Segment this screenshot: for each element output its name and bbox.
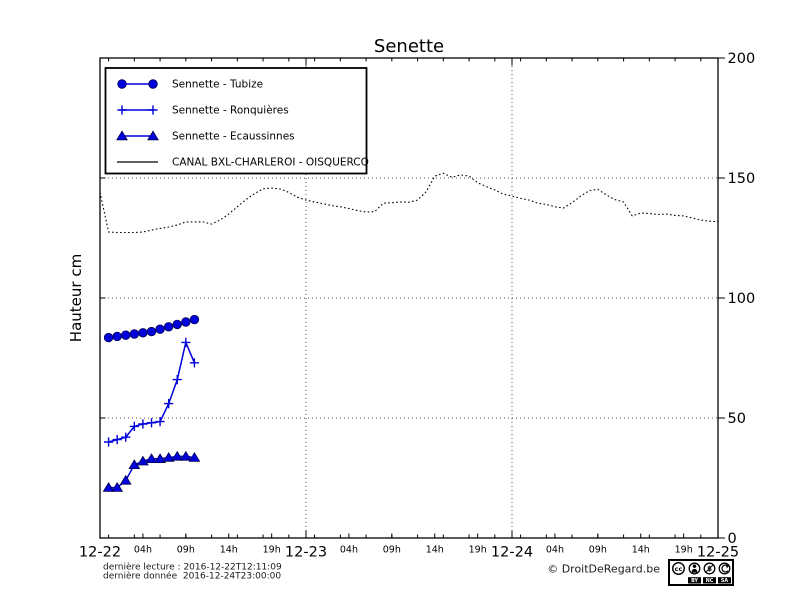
x-hour-label: 14h bbox=[220, 545, 238, 556]
plus-marker-icon bbox=[103, 437, 114, 447]
x-hour-label: 19h bbox=[263, 545, 281, 556]
triangle-marker-icon bbox=[147, 130, 159, 141]
triangle-marker-icon bbox=[179, 450, 192, 461]
cc-license-badge: cc $ BY NC SA bbox=[668, 559, 734, 586]
plus-marker-icon bbox=[146, 418, 157, 428]
series-line-3 bbox=[99, 172, 719, 234]
x-hour-label: 19h bbox=[675, 545, 693, 556]
legend-entry-ronquieres: Sennette - Ronquières bbox=[117, 105, 289, 117]
triangle-marker-icon bbox=[137, 455, 149, 466]
cc-nc-dollar-icon: $ bbox=[703, 562, 716, 575]
cc-by-person-icon bbox=[688, 562, 701, 575]
triangle-marker-icon bbox=[111, 482, 124, 492]
plus-marker-icon bbox=[121, 432, 131, 442]
license-label-sa: SA bbox=[721, 578, 728, 584]
footer-last-read: dernière lecture : 2016-12-22T12:11:09 bbox=[103, 562, 282, 573]
triangle-marker-icon bbox=[128, 459, 141, 470]
circle-marker-icon bbox=[146, 326, 157, 337]
plus-marker-icon bbox=[112, 435, 122, 445]
triangle-marker-icon bbox=[102, 482, 115, 492]
circle-marker-icon bbox=[155, 324, 165, 334]
y-axis-label: Hauteur cm bbox=[67, 254, 85, 342]
plus-marker-icon bbox=[172, 375, 182, 385]
legend-label-canal: CANAL BXL-CHARLEROI - OISQUERCQ bbox=[172, 157, 369, 169]
x-hour-label: 14h bbox=[426, 545, 444, 556]
cc-icon: cc bbox=[671, 561, 686, 576]
plus-marker-icon bbox=[181, 337, 191, 347]
plus-marker-icon bbox=[138, 419, 148, 429]
copyright-text: © DroitDeRegard.be bbox=[547, 563, 660, 576]
legend-entry-canal: CANAL BXL-CHARLEROI - OISQUERCQ bbox=[117, 157, 369, 169]
x-day-label: 12-25 bbox=[697, 545, 739, 561]
y-tick-label: 0 bbox=[728, 531, 737, 547]
circle-marker-icon bbox=[148, 79, 158, 89]
svg-text:cc: cc bbox=[675, 565, 683, 573]
x-hour-label: 09h bbox=[383, 545, 401, 556]
footer-last-data: dernière donnée 2016-12-24T23:00:00 bbox=[103, 571, 281, 582]
plus-marker-icon bbox=[148, 105, 158, 115]
triangle-marker-icon bbox=[119, 474, 132, 485]
legend-label-ecaussinnes: Sennette - Ecaussinnes bbox=[172, 131, 295, 143]
plus-marker-icon bbox=[155, 417, 165, 427]
cc-sa-arrow-icon bbox=[718, 562, 731, 575]
legend-entry-ecaussinnes: Sennette - Ecaussinnes bbox=[116, 130, 295, 143]
plus-marker-icon bbox=[117, 105, 127, 115]
triangle-marker-icon bbox=[116, 130, 128, 141]
triangle-marker-icon bbox=[188, 452, 201, 462]
y-tick-label: 100 bbox=[728, 291, 756, 307]
plot-area: 0 50 100 150 200 12-22 12-23 12-24 12-25 04h 09h 14… bbox=[79, 51, 755, 561]
y-tick-label: 50 bbox=[728, 411, 746, 427]
cc-license-labels: BY NC SA bbox=[688, 577, 731, 584]
plus-marker-icon bbox=[129, 421, 139, 431]
circle-marker-icon bbox=[163, 322, 174, 332]
circle-marker-icon bbox=[189, 314, 200, 325]
circle-marker-icon bbox=[112, 331, 122, 342]
plus-marker-icon bbox=[189, 358, 200, 368]
triangle-marker-icon bbox=[171, 450, 184, 461]
x-day-label: 12-24 bbox=[491, 545, 533, 561]
circle-marker-icon bbox=[138, 328, 148, 338]
circle-marker-icon bbox=[172, 319, 182, 330]
circle-marker-icon bbox=[103, 332, 114, 343]
y-tick-label: 200 bbox=[728, 51, 756, 67]
x-hour-label: 04h bbox=[134, 545, 152, 556]
x-hour-label: 09h bbox=[177, 545, 195, 556]
x-hour-label: 09h bbox=[589, 545, 607, 556]
legend-entry-tubize: Sennette - Tubize bbox=[117, 79, 263, 91]
y-tick-label: 150 bbox=[728, 171, 756, 187]
x-hour-label: 04h bbox=[340, 545, 358, 556]
chart-title: Senette bbox=[374, 36, 444, 57]
circle-marker-icon bbox=[181, 317, 191, 327]
license-label-by: BY bbox=[691, 578, 698, 584]
x-day-label: 12-22 bbox=[79, 545, 121, 561]
triangle-marker-icon bbox=[154, 453, 166, 464]
circle-marker-icon bbox=[121, 330, 131, 340]
legend: Sennette - Tubize Sennette - Ronquières … bbox=[104, 67, 369, 175]
x-hour-label: 19h bbox=[469, 545, 487, 556]
legend-label-ronquieres: Sennette - Ronquières bbox=[172, 105, 289, 117]
triangle-marker-icon bbox=[162, 452, 175, 462]
license-label-nc: NC bbox=[706, 578, 714, 584]
circle-marker-icon bbox=[117, 79, 127, 89]
triangle-marker-icon bbox=[145, 453, 158, 464]
x-hour-label: 14h bbox=[632, 545, 650, 556]
plus-marker-icon bbox=[164, 399, 174, 409]
x-day-label: 12-23 bbox=[285, 545, 327, 561]
x-hour-label: 04h bbox=[546, 545, 564, 556]
circle-marker-icon bbox=[129, 329, 140, 339]
legend-label-tubize: Sennette - Tubize bbox=[172, 79, 263, 91]
